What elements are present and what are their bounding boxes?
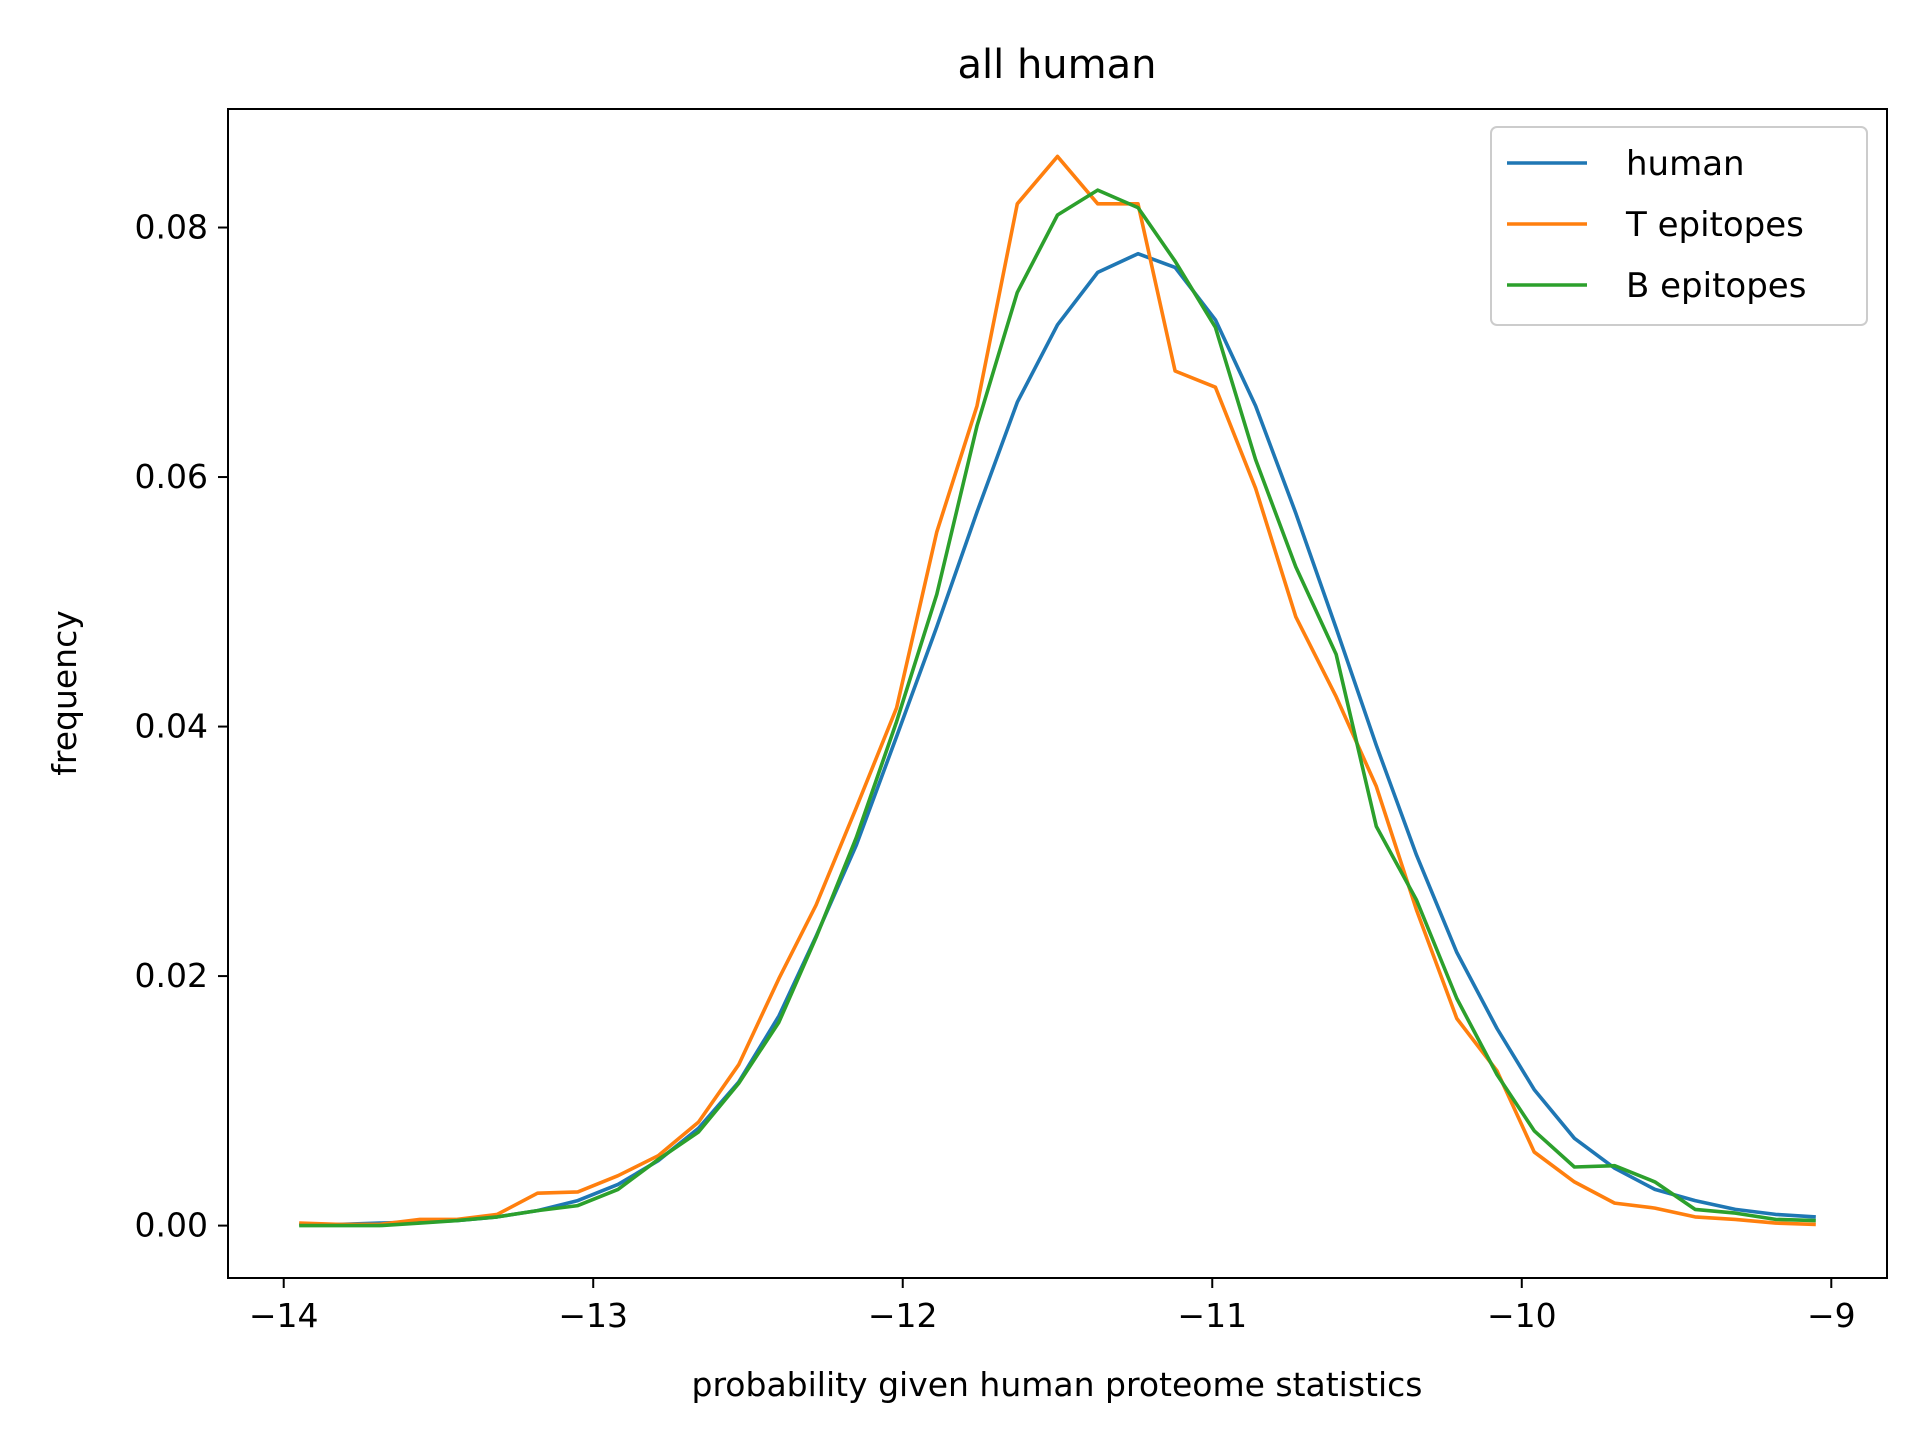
x-tick-label: −13 [558,1296,628,1335]
x-tick-label: −10 [1487,1296,1557,1335]
legend-box [1490,126,1868,326]
plot-frame [227,108,1888,1279]
legend: human T epitopes B epitopes [1490,126,1868,326]
legend-label: T epitopes [1625,205,1804,245]
chart-title: all human [958,42,1157,88]
x-tick-label: −14 [249,1296,319,1335]
x-axis-label: probability given human proteome statist… [692,1365,1423,1404]
series-line-t-epitopes [299,154,1816,1227]
series-line-b-epitopes [299,188,1816,1228]
x-axis: −14 −13 −12 −11 −10 −9 [249,1278,1856,1335]
legend-label: B epitopes [1626,266,1806,306]
legend-label: human [1626,144,1745,184]
y-tick-label: 0.06 [135,457,208,496]
y-tick-label: 0.00 [135,1206,208,1245]
y-tick-label: 0.08 [135,208,208,247]
x-tick-label: −12 [868,1296,938,1335]
y-tick-label: 0.04 [135,707,208,746]
x-tick-label: −11 [1177,1296,1247,1335]
y-tick-label: 0.02 [135,956,208,995]
plot-lines [299,154,1816,1228]
x-tick-label: −9 [1807,1296,1856,1335]
y-axis-label: frequency [45,610,84,776]
y-axis: 0.00 0.02 0.04 0.06 0.08 [135,208,228,1245]
